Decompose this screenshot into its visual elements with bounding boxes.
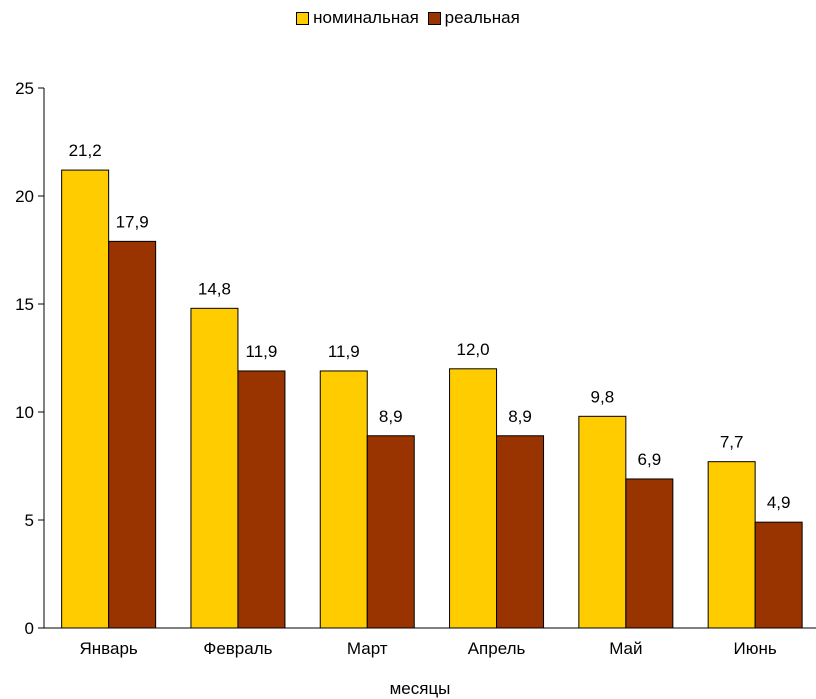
bar-nominal — [61, 169, 110, 629]
bar-nominal — [319, 370, 368, 629]
legend-item-nominal: номинальная — [296, 8, 419, 28]
data-label: 11,9 — [328, 342, 360, 361]
legend-item-real: реальная — [427, 8, 520, 28]
data-label: 4,9 — [767, 493, 791, 512]
data-label: 6,9 — [638, 450, 662, 469]
bar-real — [754, 521, 803, 629]
legend: номинальная реальная — [0, 8, 816, 30]
legend-swatch-nominal — [296, 11, 310, 25]
y-tick-label: 25 — [15, 79, 34, 98]
y-tick-label: 20 — [15, 187, 34, 206]
bar-nominal — [449, 368, 498, 629]
legend-label-nominal: номинальная — [313, 8, 419, 27]
legend-swatch-real — [427, 11, 441, 25]
x-tick-label: Январь — [80, 639, 138, 658]
legend-label-real: реальная — [444, 8, 520, 27]
data-labels: 21,2 17,9 14,8 11,9 11,9 8,9 12,0 8,9 9,8 6,9 7,7 4… — [69, 141, 791, 512]
data-label: 14,8 — [198, 279, 231, 298]
bar-nominal — [190, 307, 239, 629]
data-label: 12,0 — [457, 340, 490, 359]
data-label: 11,9 — [246, 342, 278, 361]
bar-real — [625, 478, 674, 629]
data-label: 7,7 — [720, 433, 744, 452]
x-tick-label: Апрель — [468, 639, 526, 658]
x-tick-label: Февраль — [203, 639, 272, 658]
x-axis: Январь Февраль Март Апрель Май Июнь — [44, 627, 816, 658]
y-axis: 0 5 10 15 20 25 — [15, 79, 45, 638]
y-tick-label: 0 — [25, 619, 34, 638]
bar-real — [366, 435, 415, 629]
bars — [61, 169, 803, 629]
data-label: 8,9 — [379, 407, 403, 426]
data-label: 9,8 — [591, 387, 615, 406]
y-tick-label: 15 — [15, 295, 34, 314]
data-label: 17,9 — [116, 212, 149, 231]
bar-real — [108, 240, 157, 629]
bar-nominal — [578, 415, 627, 629]
data-label: 21,2 — [69, 141, 102, 160]
data-label: 8,9 — [508, 407, 532, 426]
y-tick-label: 10 — [15, 403, 34, 422]
x-tick-label: Май — [609, 639, 642, 658]
bar-real — [496, 435, 545, 629]
x-tick-label: Июнь — [734, 639, 777, 658]
bar-real — [237, 370, 286, 629]
y-tick-label: 5 — [25, 511, 34, 530]
x-tick-label: Март — [347, 639, 388, 658]
bar-nominal — [707, 461, 756, 629]
x-axis-title: месяцы — [390, 679, 451, 698]
